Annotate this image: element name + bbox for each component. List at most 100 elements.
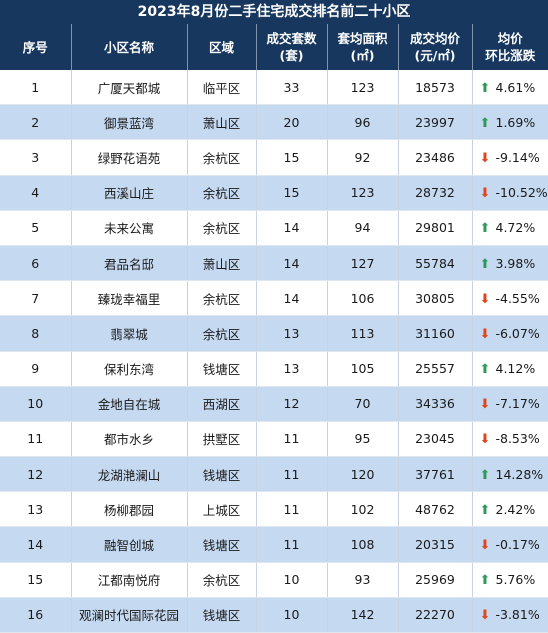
header-area: 套均面积 (㎡) [327, 24, 399, 70]
cell-district: 余杭区 [187, 562, 257, 598]
cell-deals: 11 [256, 526, 328, 563]
header-district: 区域 [187, 24, 257, 70]
change-value: 4.61% [495, 79, 536, 95]
cell-deals: 20 [256, 104, 328, 141]
cell-price: 48762 [398, 491, 473, 528]
cell-name: 西溪山庄 [71, 175, 188, 211]
cell-change: ⬇ -4.55% [472, 280, 548, 317]
cell-rank: 5 [0, 210, 72, 246]
cell-price: 23045 [398, 421, 473, 458]
cell-price: 34336 [398, 386, 473, 422]
cell-name: 观澜时代国际花园 [71, 597, 188, 633]
cell-rank: 3 [0, 139, 72, 176]
change-value: -3.81% [495, 607, 540, 623]
cell-change: ⬇ -10.52% [472, 175, 548, 211]
cell-area: 93 [327, 562, 399, 598]
cell-deals: 10 [256, 597, 328, 633]
cell-change: ⬇ -6.07% [472, 315, 548, 352]
cell-district: 余杭区 [187, 139, 257, 176]
header-change: 均价 环比涨跌 [472, 24, 548, 70]
cell-change: ⬆ 4.12% [472, 351, 548, 387]
cell-name: 保利东湾 [71, 351, 188, 387]
table-row: 4 西溪山庄 余杭区 15 123 28732 ⬇ -10.52% [0, 175, 548, 211]
cell-price: 30805 [398, 280, 473, 317]
table-title: 2023年8月份二手住宅成交排名前二十小区 [0, 0, 548, 24]
table-row: 15 江都南悦府 余杭区 10 93 25969 ⬆ 5.76% [0, 562, 548, 598]
cell-rank: 8 [0, 315, 72, 352]
cell-deals: 11 [256, 456, 328, 493]
cell-district: 萧山区 [187, 104, 257, 141]
cell-price: 25969 [398, 562, 473, 598]
cell-rank: 7 [0, 280, 72, 317]
cell-rank: 1 [0, 70, 72, 106]
cell-district: 余杭区 [187, 280, 257, 317]
cell-area: 96 [327, 104, 399, 141]
cell-area: 95 [327, 421, 399, 458]
table-row: 1 广厦天都城 临平区 33 123 18573 ⬆ 4.61% [0, 70, 548, 106]
cell-name: 龙湖滟澜山 [71, 456, 188, 493]
cell-deals: 14 [256, 245, 328, 282]
change-value: -6.07% [495, 325, 540, 341]
cell-price: 25557 [398, 351, 473, 387]
header-row: 序号 小区名称 区域 成交套数 (套) 套均面积 (㎡) 成交均价 (元/㎡) 均价环… [0, 24, 548, 70]
arrow-up-icon: ⬆ [479, 573, 491, 589]
header-rank: 序号 [0, 24, 72, 70]
arrow-down-icon: ⬇ [479, 291, 491, 307]
change-value: 4.72% [495, 220, 536, 236]
cell-rank: 12 [0, 456, 72, 493]
cell-area: 123 [327, 175, 399, 211]
cell-deals: 11 [256, 421, 328, 458]
cell-price: 23486 [398, 139, 473, 176]
cell-district: 西湖区 [187, 386, 257, 422]
table-row: 16 观澜时代国际花园 钱塘区 10 142 22270 ⬇ -3.81% [0, 597, 548, 633]
cell-name: 金地自在城 [71, 386, 188, 422]
arrow-up-icon: ⬆ [479, 362, 491, 378]
table-row: 11 都市水乡 拱墅区 11 95 23045 ⬇ -8.53% [0, 421, 548, 458]
cell-area: 94 [327, 210, 399, 246]
header-price: 成交均价 (元/㎡) [398, 24, 473, 70]
cell-name: 江都南悦府 [71, 562, 188, 598]
cell-deals: 12 [256, 386, 328, 422]
ranking-table: 序号 小区名称 区域 成交套数 (套) 套均面积 (㎡) 成交均价 (元/㎡) 均价环… [0, 24, 548, 633]
table-row: 14 融智创城 钱塘区 11 108 20315 ⬇ -0.17% [0, 526, 548, 563]
cell-district: 拱墅区 [187, 421, 257, 458]
cell-change: ⬆ 5.76% [472, 562, 548, 598]
header-deals: 成交套数 (套) [256, 24, 328, 70]
cell-district: 钱塘区 [187, 597, 257, 633]
table-row: 2 御景蓝湾 萧山区 20 96 23997 ⬆ 1.69% [0, 104, 548, 141]
arrow-down-icon: ⬇ [479, 397, 491, 413]
cell-change: ⬆ 3.98% [472, 245, 548, 282]
cell-change: ⬇ -3.81% [472, 597, 548, 633]
cell-price: 55784 [398, 245, 473, 282]
cell-area: 123 [327, 70, 399, 106]
cell-district: 钱塘区 [187, 526, 257, 563]
cell-rank: 11 [0, 421, 72, 458]
cell-deals: 11 [256, 491, 328, 528]
cell-area: 105 [327, 351, 399, 387]
cell-deals: 10 [256, 562, 328, 598]
arrow-down-icon: ⬇ [479, 150, 491, 166]
arrow-down-icon: ⬇ [479, 432, 491, 448]
cell-rank: 4 [0, 175, 72, 211]
table-row: 3 绿野花语苑 余杭区 15 92 23486 ⬇ -9.14% [0, 139, 548, 176]
cell-deals: 14 [256, 210, 328, 246]
arrow-down-icon: ⬇ [479, 326, 491, 342]
cell-rank: 10 [0, 386, 72, 422]
arrow-up-icon: ⬆ [479, 221, 491, 237]
arrow-up-icon: ⬆ [479, 256, 491, 272]
cell-change: ⬆ 1.69% [472, 104, 548, 141]
cell-name: 都市水乡 [71, 421, 188, 458]
cell-deals: 14 [256, 280, 328, 317]
cell-district: 余杭区 [187, 210, 257, 246]
change-value: 4.12% [495, 361, 536, 377]
cell-rank: 13 [0, 491, 72, 528]
cell-district: 上城区 [187, 491, 257, 528]
cell-area: 113 [327, 315, 399, 352]
cell-rank: 2 [0, 104, 72, 141]
cell-change: ⬆ 4.72% [472, 210, 548, 246]
cell-district: 钱塘区 [187, 351, 257, 387]
change-value: -0.17% [495, 537, 540, 553]
cell-area: 120 [327, 456, 399, 493]
table-row: 5 未来公寓 余杭区 14 94 29801 ⬆ 4.72% [0, 210, 548, 246]
change-value: 2.42% [495, 501, 536, 517]
